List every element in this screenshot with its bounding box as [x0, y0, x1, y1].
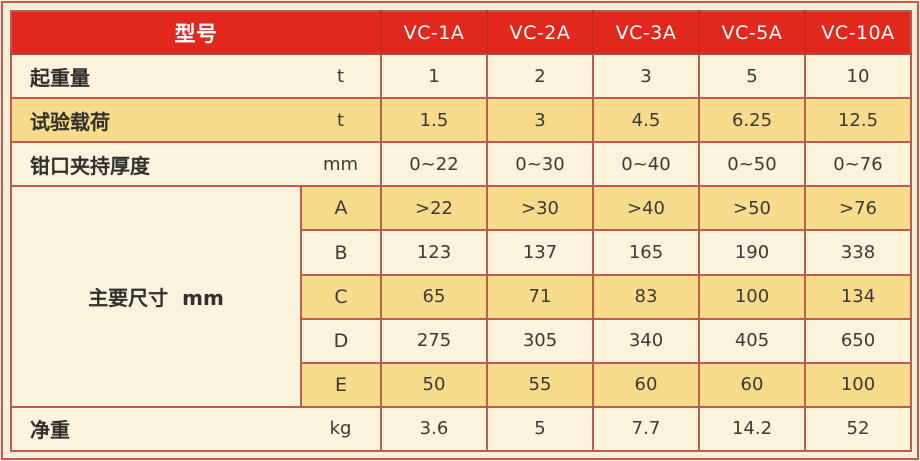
model-column-header-vc-1a: VC-1A [380, 9, 488, 56]
row-unit: kg [301, 405, 382, 453]
dimension-row-a: 主要尺寸 mm A >22 >30 >40 >50 >76 [10, 185, 912, 408]
value-cell: >76 [804, 185, 912, 232]
model-column-header-vc-10a: VC-10A [804, 9, 912, 56]
value-cell: 5 [486, 405, 594, 453]
value-cell: >50 [698, 185, 806, 232]
value-cell: 55 [486, 361, 594, 408]
value-cell: 165 [592, 229, 700, 276]
value-cell: 0~30 [486, 141, 594, 188]
value-cell: >22 [380, 185, 488, 232]
value-cell: 1.5 [380, 97, 488, 144]
value-cell: 137 [486, 229, 594, 276]
value-cell: 4.5 [592, 97, 700, 144]
value-cell: 275 [380, 317, 488, 364]
value-cell: 134 [804, 273, 912, 320]
value-cell: 340 [592, 317, 700, 364]
row-label: 起重量 [10, 53, 301, 100]
value-cell: 3 [592, 53, 700, 100]
dimension-row-e: E 50 55 60 60 100 [11, 361, 912, 408]
value-cell: 123 [380, 229, 488, 276]
value-cell: 3 [486, 97, 594, 144]
dimension-key: D [300, 317, 382, 364]
value-cell: 338 [804, 229, 912, 276]
dimensions-merged-label: 主要尺寸 mm [10, 185, 302, 408]
value-cell: 7.7 [592, 405, 700, 453]
spec-row-net-weight: 净重 kg 3.6 5 7.7 14.2 52 [10, 405, 912, 453]
dimension-row-c: C 65 71 83 100 134 [11, 273, 912, 320]
value-cell: 6.25 [698, 97, 806, 144]
spec-row-test-load: 试验载荷 t 1.5 3 4.5 6.25 12.5 [10, 97, 912, 144]
spec-row-jaw-thickness: 钳口夹持厚度 mm 0~22 0~30 0~40 0~50 0~76 [10, 141, 912, 188]
value-cell: 14.2 [698, 405, 806, 453]
dimension-key: C [300, 273, 382, 320]
value-cell: 190 [698, 229, 806, 276]
value-cell: 100 [804, 361, 912, 408]
model-column-header-vc-5a: VC-5A [698, 9, 806, 56]
row-label: 净重 [10, 405, 301, 453]
model-header-label: 型号 [10, 9, 382, 56]
value-cell: 100 [698, 273, 806, 320]
row-unit: mm [301, 141, 382, 188]
model-column-header-vc-3a: VC-3A [592, 9, 700, 56]
value-cell: 5 [698, 53, 806, 100]
value-cell: 650 [804, 317, 912, 364]
value-cell: 0~50 [698, 141, 806, 188]
value-cell: 3.6 [380, 405, 488, 453]
value-cell: >30 [486, 185, 594, 232]
row-unit: t [301, 53, 382, 100]
dimension-row-d: D 275 305 340 405 650 [11, 317, 912, 364]
value-cell: 0~76 [804, 141, 912, 188]
dimension-key: E [300, 361, 382, 408]
value-cell: 10 [804, 53, 912, 100]
value-cell: 405 [698, 317, 806, 364]
value-cell: 60 [698, 361, 806, 408]
row-label: 试验载荷 [10, 97, 301, 144]
dimension-key: B [300, 229, 382, 276]
value-cell: >40 [592, 185, 700, 232]
value-cell: 60 [592, 361, 700, 408]
row-label: 钳口夹持厚度 [10, 141, 301, 188]
value-cell: 0~22 [380, 141, 488, 188]
value-cell: 52 [804, 405, 912, 453]
value-cell: 83 [592, 273, 700, 320]
product-spec-table: 型号 VC-1A VC-2A VC-3A VC-5A VC-10A 起重量 t … [10, 9, 912, 453]
dimension-key: A [300, 185, 382, 232]
spec-row-lifting-capacity: 起重量 t 1 2 3 5 10 [10, 53, 912, 100]
value-cell: 2 [486, 53, 594, 100]
row-unit: t [301, 97, 382, 144]
value-cell: 50 [380, 361, 488, 408]
value-cell: 0~40 [592, 141, 700, 188]
value-cell: 305 [486, 317, 594, 364]
header-row: 型号 VC-1A VC-2A VC-3A VC-5A VC-10A [10, 9, 912, 56]
value-cell: 12.5 [804, 97, 912, 144]
dimension-row-b: B 123 137 165 190 338 [11, 229, 912, 276]
value-cell: 1 [380, 53, 488, 100]
model-column-header-vc-2a: VC-2A [486, 9, 594, 56]
value-cell: 65 [380, 273, 488, 320]
value-cell: 71 [486, 273, 594, 320]
